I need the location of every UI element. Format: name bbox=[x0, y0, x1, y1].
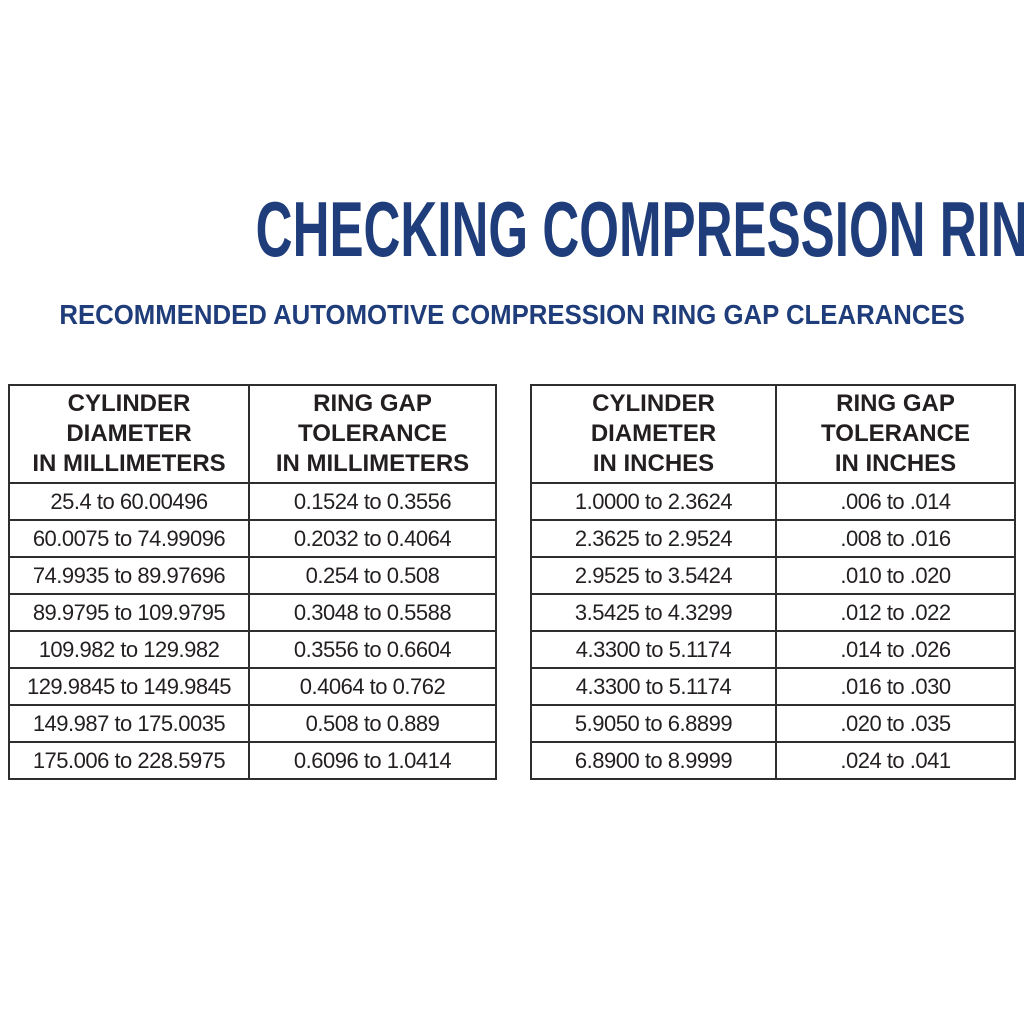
table-row: 2.3625 to 2.9524.008 to .016 bbox=[530, 519, 1016, 558]
table-cell: 5.9050 to 6.8899 bbox=[530, 704, 777, 743]
table-cell: .008 to .016 bbox=[775, 519, 1016, 558]
table-cell: 1.0000 to 2.3624 bbox=[530, 482, 777, 521]
table-row: 1.0000 to 2.3624.006 to .014 bbox=[530, 482, 1016, 521]
table-cell: .012 to .022 bbox=[775, 593, 1016, 632]
table-cell: 25.4 to 60.00496 bbox=[8, 482, 250, 521]
table-cell: 0.4064 to 0.762 bbox=[248, 667, 497, 706]
table-row: 3.5425 to 4.3299.012 to .022 bbox=[530, 593, 1016, 632]
table-header-row: CYLINDER DIAMETER IN INCHES RING GAP TOLERAN… bbox=[530, 384, 1016, 484]
table-cell: 2.9525 to 3.5424 bbox=[530, 556, 777, 595]
table-cell: 0.508 to 0.889 bbox=[248, 704, 497, 743]
column-header: CYLINDER DIAMETER IN INCHES bbox=[530, 384, 777, 484]
column-header: RING GAP TOLERANCE IN INCHES bbox=[775, 384, 1016, 484]
column-header: CYLINDER DIAMETER IN MILLIMETERS bbox=[8, 384, 250, 484]
table-row: 109.982 to 129.982 0.3556 to 0.6604 bbox=[8, 630, 497, 669]
page-title: CHECKING COMPRESSION RING GAPS bbox=[255, 185, 1024, 273]
table-cell: 6.8900 to 8.9999 bbox=[530, 741, 777, 780]
table-cell: 4.3300 to 5.1174 bbox=[530, 667, 777, 706]
ring-gap-table-millimeters: CYLINDER DIAMETER IN MILLIMETERS RING GAP TO… bbox=[8, 384, 497, 780]
table-cell: 60.0075 to 74.99096 bbox=[8, 519, 250, 558]
table-header-row: CYLINDER DIAMETER IN MILLIMETERS RING GAP TO… bbox=[8, 384, 497, 484]
page-subtitle: RECOMMENDED AUTOMOTIVE COMPRESSION RING … bbox=[59, 299, 965, 330]
table-cell: 74.9935 to 89.97696 bbox=[8, 556, 250, 595]
table-row: 149.987 to 175.0035 0.508 to 0.889 bbox=[8, 704, 497, 743]
table-row: 89.9795 to 109.9795 0.3048 to 0.5588 bbox=[8, 593, 497, 632]
table-cell: .014 to .026 bbox=[775, 630, 1016, 669]
table-row: 74.9935 to 89.97696 0.254 to 0.508 bbox=[8, 556, 497, 595]
table-cell: 2.3625 to 2.9524 bbox=[530, 519, 777, 558]
table-cell: .010 to .020 bbox=[775, 556, 1016, 595]
ring-gap-table-inches: CYLINDER DIAMETER IN INCHES RING GAP TOLERAN… bbox=[530, 384, 1016, 780]
table-cell: 149.987 to 175.0035 bbox=[8, 704, 250, 743]
table-row: 6.8900 to 8.9999.024 to .041 bbox=[530, 741, 1016, 780]
table-cell: 0.3556 to 0.6604 bbox=[248, 630, 497, 669]
table-row: 4.3300 to 5.1174.016 to .030 bbox=[530, 667, 1016, 706]
table-cell: .024 to .041 bbox=[775, 741, 1016, 780]
table-row: 129.9845 to 149.9845 0.4064 to 0.762 bbox=[8, 667, 497, 706]
page-header: CHECKING COMPRESSION RING GAPS bbox=[0, 190, 1024, 268]
table-row: 4.3300 to 5.1174.014 to .026 bbox=[530, 630, 1016, 669]
table-cell: 0.6096 to 1.0414 bbox=[248, 741, 497, 780]
table-row: 25.4 to 60.00496 0.1524 to 0.3556 bbox=[8, 482, 497, 521]
page-subheader: RECOMMENDED AUTOMOTIVE COMPRESSION RING … bbox=[0, 301, 1024, 329]
table-cell: .016 to .030 bbox=[775, 667, 1016, 706]
column-header: RING GAP TOLERANCE IN MILLIMETERS bbox=[248, 384, 497, 484]
table-cell: 89.9795 to 109.9795 bbox=[8, 593, 250, 632]
table-row: 2.9525 to 3.5424.010 to .020 bbox=[530, 556, 1016, 595]
table-cell: 129.9845 to 149.9845 bbox=[8, 667, 250, 706]
table-cell: 175.006 to 228.5975 bbox=[8, 741, 250, 780]
table-cell: .006 to .014 bbox=[775, 482, 1016, 521]
table-cell: 109.982 to 129.982 bbox=[8, 630, 250, 669]
table-cell: .020 to .035 bbox=[775, 704, 1016, 743]
table-cell: 0.3048 to 0.5588 bbox=[248, 593, 497, 632]
table-cell: 3.5425 to 4.3299 bbox=[530, 593, 777, 632]
table-cell: 0.254 to 0.508 bbox=[248, 556, 497, 595]
table-cell: 0.1524 to 0.3556 bbox=[248, 482, 497, 521]
table-row: 60.0075 to 74.99096 0.2032 to 0.4064 bbox=[8, 519, 497, 558]
table-cell: 0.2032 to 0.4064 bbox=[248, 519, 497, 558]
table-row: 175.006 to 228.5975 0.6096 to 1.0414 bbox=[8, 741, 497, 780]
table-row: 5.9050 to 6.8899.020 to .035 bbox=[530, 704, 1016, 743]
table-cell: 4.3300 to 5.1174 bbox=[530, 630, 777, 669]
